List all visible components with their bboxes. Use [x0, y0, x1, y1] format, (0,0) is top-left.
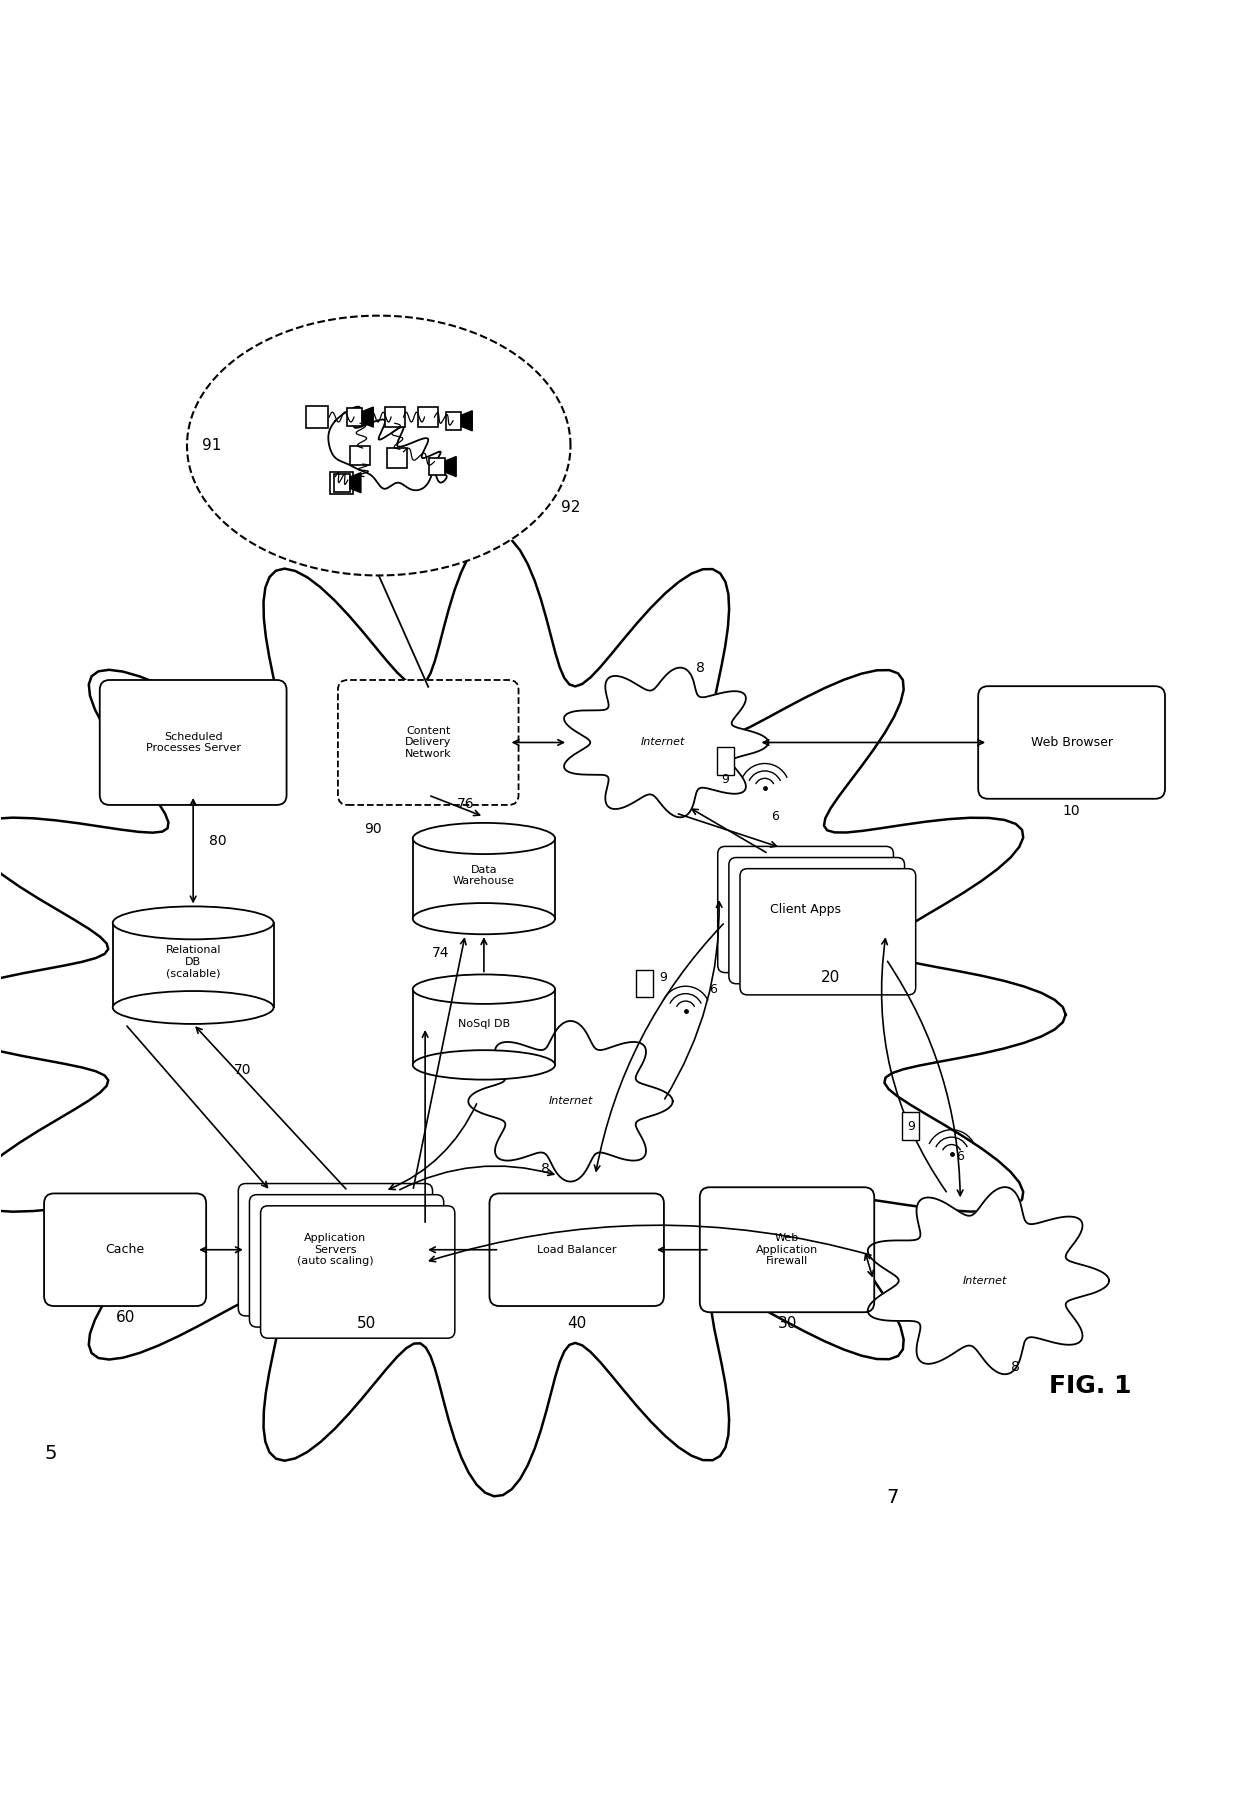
FancyBboxPatch shape [740, 869, 915, 995]
Ellipse shape [413, 822, 556, 855]
Ellipse shape [413, 1050, 556, 1080]
Bar [331, 471, 352, 493]
Text: Application
Servers
(auto scaling): Application Servers (auto scaling) [298, 1233, 373, 1266]
Text: Internet: Internet [548, 1097, 593, 1106]
FancyBboxPatch shape [339, 680, 518, 806]
Text: 10: 10 [1063, 804, 1080, 817]
Polygon shape [187, 317, 570, 575]
Bar [350, 446, 370, 466]
Text: 74: 74 [432, 946, 449, 960]
FancyBboxPatch shape [99, 680, 286, 806]
Text: 76: 76 [456, 797, 474, 811]
Text: 92: 92 [560, 500, 580, 515]
FancyBboxPatch shape [238, 1184, 433, 1315]
FancyBboxPatch shape [718, 846, 894, 973]
Text: Data
Warehouse: Data Warehouse [453, 864, 515, 886]
Text: Load Balancer: Load Balancer [537, 1244, 616, 1255]
Text: 9: 9 [906, 1119, 915, 1133]
Polygon shape [868, 1188, 1109, 1373]
Ellipse shape [413, 902, 556, 935]
Text: Cache: Cache [105, 1242, 145, 1257]
Polygon shape [0, 533, 1065, 1497]
FancyBboxPatch shape [490, 1193, 663, 1306]
Bar [346, 407, 362, 426]
Text: 9: 9 [660, 971, 667, 984]
Bar [413, 990, 556, 1064]
Polygon shape [469, 1020, 673, 1182]
FancyBboxPatch shape [249, 1195, 444, 1328]
Bar [413, 839, 556, 919]
Bar [717, 748, 734, 775]
Ellipse shape [113, 991, 274, 1024]
FancyBboxPatch shape [699, 1188, 874, 1311]
Bar [113, 922, 274, 1008]
Text: 90: 90 [363, 822, 382, 837]
Text: Content
Delivery
Network: Content Delivery Network [405, 726, 451, 759]
Text: 8: 8 [696, 662, 704, 675]
Text: 20: 20 [821, 970, 839, 986]
Text: Client Apps: Client Apps [770, 902, 841, 917]
Text: 91: 91 [202, 438, 222, 453]
Bar [384, 407, 404, 427]
Polygon shape [461, 411, 472, 431]
Ellipse shape [113, 906, 274, 939]
Polygon shape [564, 668, 769, 817]
Bar [901, 1113, 919, 1141]
FancyBboxPatch shape [729, 857, 904, 984]
Text: 9: 9 [722, 773, 729, 786]
Text: Internet: Internet [641, 737, 686, 748]
Text: Internet: Internet [962, 1275, 1007, 1286]
Text: 30: 30 [777, 1317, 797, 1332]
Polygon shape [445, 457, 456, 477]
Text: 70: 70 [234, 1064, 252, 1077]
Text: 6: 6 [771, 809, 779, 824]
Text: 80: 80 [210, 835, 227, 848]
Bar [387, 447, 407, 467]
Bar [335, 473, 350, 491]
Polygon shape [329, 407, 446, 491]
Text: 7: 7 [887, 1488, 898, 1506]
Text: Scheduled
Processes Server: Scheduled Processes Server [145, 731, 241, 753]
Bar [636, 970, 653, 997]
Bar [418, 407, 438, 427]
Text: NoSql DB: NoSql DB [458, 1019, 510, 1030]
Text: 60: 60 [115, 1310, 135, 1326]
Text: Relational
DB
(scalable): Relational DB (scalable) [165, 946, 221, 979]
FancyBboxPatch shape [45, 1193, 206, 1306]
Text: 6: 6 [956, 1150, 965, 1164]
Text: 5: 5 [45, 1444, 57, 1462]
Text: Web Browser: Web Browser [1030, 737, 1112, 749]
Bar [306, 406, 329, 427]
FancyBboxPatch shape [978, 686, 1166, 799]
Bar [445, 411, 461, 429]
Polygon shape [362, 407, 373, 427]
Text: 8: 8 [1012, 1361, 1021, 1375]
FancyBboxPatch shape [260, 1206, 455, 1339]
Text: 50: 50 [357, 1317, 376, 1332]
Bar [429, 458, 445, 475]
Text: Web
Application
Firewall: Web Application Firewall [756, 1233, 818, 1266]
Text: 40: 40 [567, 1317, 587, 1332]
Polygon shape [350, 473, 361, 493]
Text: 6: 6 [709, 984, 717, 997]
Text: 8: 8 [542, 1162, 551, 1177]
Ellipse shape [413, 975, 556, 1004]
Text: FIG. 1: FIG. 1 [1049, 1373, 1131, 1397]
